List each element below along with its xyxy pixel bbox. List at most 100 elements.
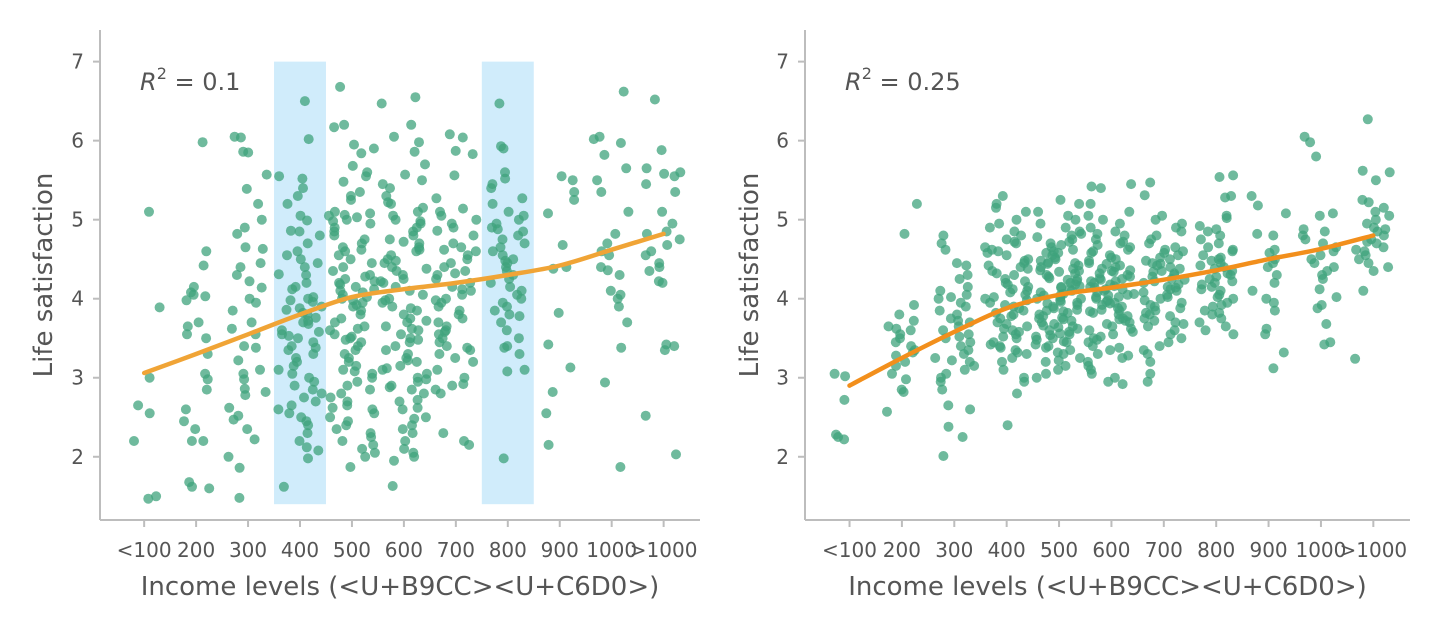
data-point bbox=[1127, 326, 1138, 337]
data-point bbox=[1300, 234, 1311, 245]
data-point bbox=[337, 242, 348, 253]
data-point bbox=[519, 364, 530, 375]
data-point bbox=[302, 238, 313, 249]
data-point bbox=[1057, 312, 1068, 323]
data-point bbox=[341, 214, 352, 225]
data-point bbox=[239, 341, 250, 352]
data-point bbox=[504, 309, 515, 320]
data-point bbox=[336, 388, 347, 399]
data-point bbox=[943, 421, 954, 432]
data-point bbox=[312, 258, 323, 269]
r-squared-annotation: R2 = 0.25 bbox=[845, 64, 961, 96]
data-point bbox=[341, 420, 352, 431]
data-point bbox=[930, 353, 941, 363]
x-axis-title: Income levels (<U+B9CC><U+C6D0>) bbox=[141, 572, 660, 602]
x-tick-label: 900 bbox=[541, 538, 579, 562]
data-point bbox=[235, 132, 246, 143]
data-point bbox=[292, 246, 303, 257]
data-point bbox=[309, 376, 320, 387]
data-point bbox=[421, 263, 432, 274]
x-tick-label: 500 bbox=[333, 538, 371, 562]
data-point bbox=[960, 301, 971, 312]
data-point bbox=[1031, 372, 1042, 383]
data-point bbox=[375, 276, 386, 287]
data-point bbox=[961, 260, 972, 271]
data-point bbox=[503, 206, 514, 217]
data-point bbox=[1054, 266, 1065, 277]
data-point bbox=[297, 173, 308, 184]
data-point bbox=[613, 301, 624, 312]
data-point bbox=[1005, 287, 1016, 298]
data-point bbox=[946, 292, 956, 303]
data-point bbox=[383, 197, 394, 208]
data-point bbox=[890, 337, 901, 348]
data-point bbox=[1370, 214, 1381, 225]
data-point bbox=[1092, 240, 1103, 250]
data-point bbox=[514, 311, 525, 322]
data-point bbox=[223, 451, 234, 462]
data-point bbox=[345, 254, 356, 265]
data-point bbox=[588, 134, 599, 145]
x-tick-label: 300 bbox=[935, 538, 973, 562]
data-point bbox=[354, 187, 365, 197]
data-point bbox=[943, 400, 954, 411]
data-point bbox=[366, 258, 377, 269]
data-point bbox=[1142, 376, 1153, 387]
data-point bbox=[1053, 247, 1064, 258]
data-point bbox=[380, 321, 391, 332]
data-point bbox=[1215, 252, 1226, 263]
data-point bbox=[465, 285, 476, 296]
data-point bbox=[462, 342, 473, 353]
data-point bbox=[316, 388, 327, 399]
data-point bbox=[233, 355, 244, 366]
data-point bbox=[329, 317, 340, 328]
data-point bbox=[365, 384, 375, 395]
data-point bbox=[369, 447, 380, 458]
data-point bbox=[1363, 258, 1374, 269]
data-point bbox=[1176, 333, 1187, 344]
data-point bbox=[338, 364, 349, 375]
data-point bbox=[982, 247, 993, 258]
data-point bbox=[1174, 263, 1185, 274]
data-point bbox=[502, 301, 512, 312]
data-point bbox=[329, 122, 340, 133]
data-point bbox=[1114, 314, 1125, 325]
data-point bbox=[965, 404, 976, 415]
data-point bbox=[1200, 325, 1211, 336]
data-point bbox=[958, 349, 969, 359]
data-point bbox=[615, 462, 626, 472]
data-point bbox=[470, 246, 481, 257]
data-point bbox=[240, 242, 251, 253]
data-point bbox=[450, 145, 461, 156]
data-point bbox=[1163, 337, 1174, 348]
data-point bbox=[592, 175, 603, 186]
data-point bbox=[1083, 210, 1094, 221]
data-point bbox=[303, 315, 314, 326]
data-point bbox=[674, 234, 685, 245]
data-point bbox=[899, 228, 910, 239]
data-point bbox=[409, 146, 420, 157]
data-point bbox=[355, 309, 366, 320]
data-point bbox=[325, 392, 336, 403]
data-point bbox=[439, 244, 450, 255]
data-point bbox=[400, 436, 411, 446]
data-point bbox=[1126, 179, 1137, 190]
points-layer bbox=[829, 114, 1395, 461]
data-point bbox=[302, 428, 313, 439]
data-point bbox=[497, 234, 508, 245]
data-point bbox=[623, 206, 634, 217]
data-point bbox=[187, 481, 197, 492]
data-point bbox=[1202, 226, 1213, 237]
data-point bbox=[244, 276, 255, 287]
data-point bbox=[365, 218, 376, 229]
data-point bbox=[232, 228, 243, 239]
data-point bbox=[333, 250, 344, 261]
data-point bbox=[389, 131, 399, 142]
data-point bbox=[337, 436, 348, 446]
data-point bbox=[299, 262, 310, 273]
data-point bbox=[144, 408, 155, 419]
data-point bbox=[1041, 247, 1052, 258]
y-tick-label: 5 bbox=[71, 208, 84, 232]
data-point bbox=[955, 341, 966, 352]
data-point bbox=[389, 455, 399, 466]
